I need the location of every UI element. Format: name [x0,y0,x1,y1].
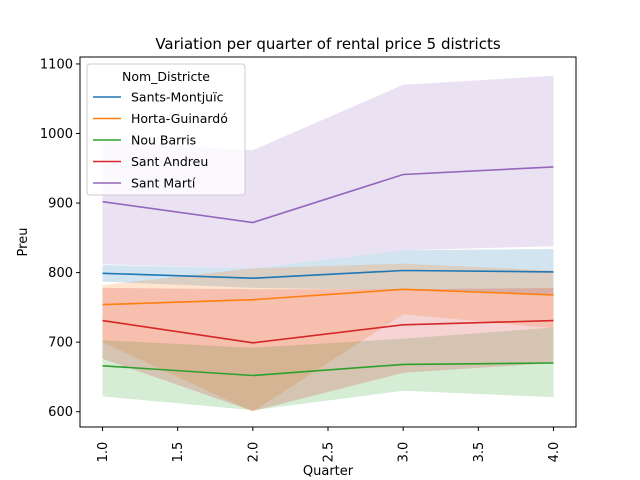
y-tick-label: 1100 [40,57,73,72]
series-line-sant-andreu [102,319,554,344]
series-lines [102,166,554,377]
legend-label-nou-barris: Nou Barris [131,133,196,148]
x-tick-label: 1.0 [96,442,111,463]
series-line-sant-marti [102,166,554,224]
x-tick-label: 3.5 [472,442,487,463]
legend-label-sant-marti: Sant Martí [131,176,196,191]
x-tick-label: 3.0 [397,442,412,463]
legend-label-sants-montjuic: Sants-Montjuïc [131,90,224,105]
y-axis-ticks: 600 700 800 900 1000 1100 [40,57,80,420]
y-tick-label: 800 [48,266,73,281]
series-line-horta-guinardo [102,288,554,306]
series-line-nou-barris [102,362,554,377]
series-line-sants-montjuic [102,269,554,280]
x-axis-label: Quarter [303,464,354,479]
legend: Nom_Districte Sants-Montjuïc Horta-Guinar… [86,63,246,196]
y-tick-label: 600 [48,405,73,420]
band-sant-marti [102,75,554,269]
x-tick-label: 1.5 [171,442,186,463]
y-tick-label: 900 [48,197,73,212]
x-tick-label: 2.5 [322,442,337,463]
y-tick-label: 1000 [40,127,73,142]
y-tick-label: 700 [48,336,73,351]
band-nou-barris [102,327,554,411]
confidence-bands [102,75,554,412]
x-axis-ticks: 1.0 1.5 2.0 2.5 3.0 3.5 4.0 [96,427,562,462]
y-axis-label: Preu [16,228,31,257]
band-sants-montjuic [102,249,554,295]
legend-box [86,63,246,196]
chart-title: Variation per quarter of rental price 5 … [155,35,501,53]
x-tick-label: 4.0 [547,442,562,463]
legend-title: Nom_Districte [122,69,210,84]
legend-label-sant-andreu: Sant Andreu [131,154,208,169]
band-sant-andreu [102,287,554,411]
legend-label-horta-guinardo: Horta-Guinardó [131,111,228,126]
legend-items: Sants-Montjuïc Horta-Guinardó Nou Barris Sa… [93,90,228,191]
x-tick-label: 2.0 [246,442,261,463]
